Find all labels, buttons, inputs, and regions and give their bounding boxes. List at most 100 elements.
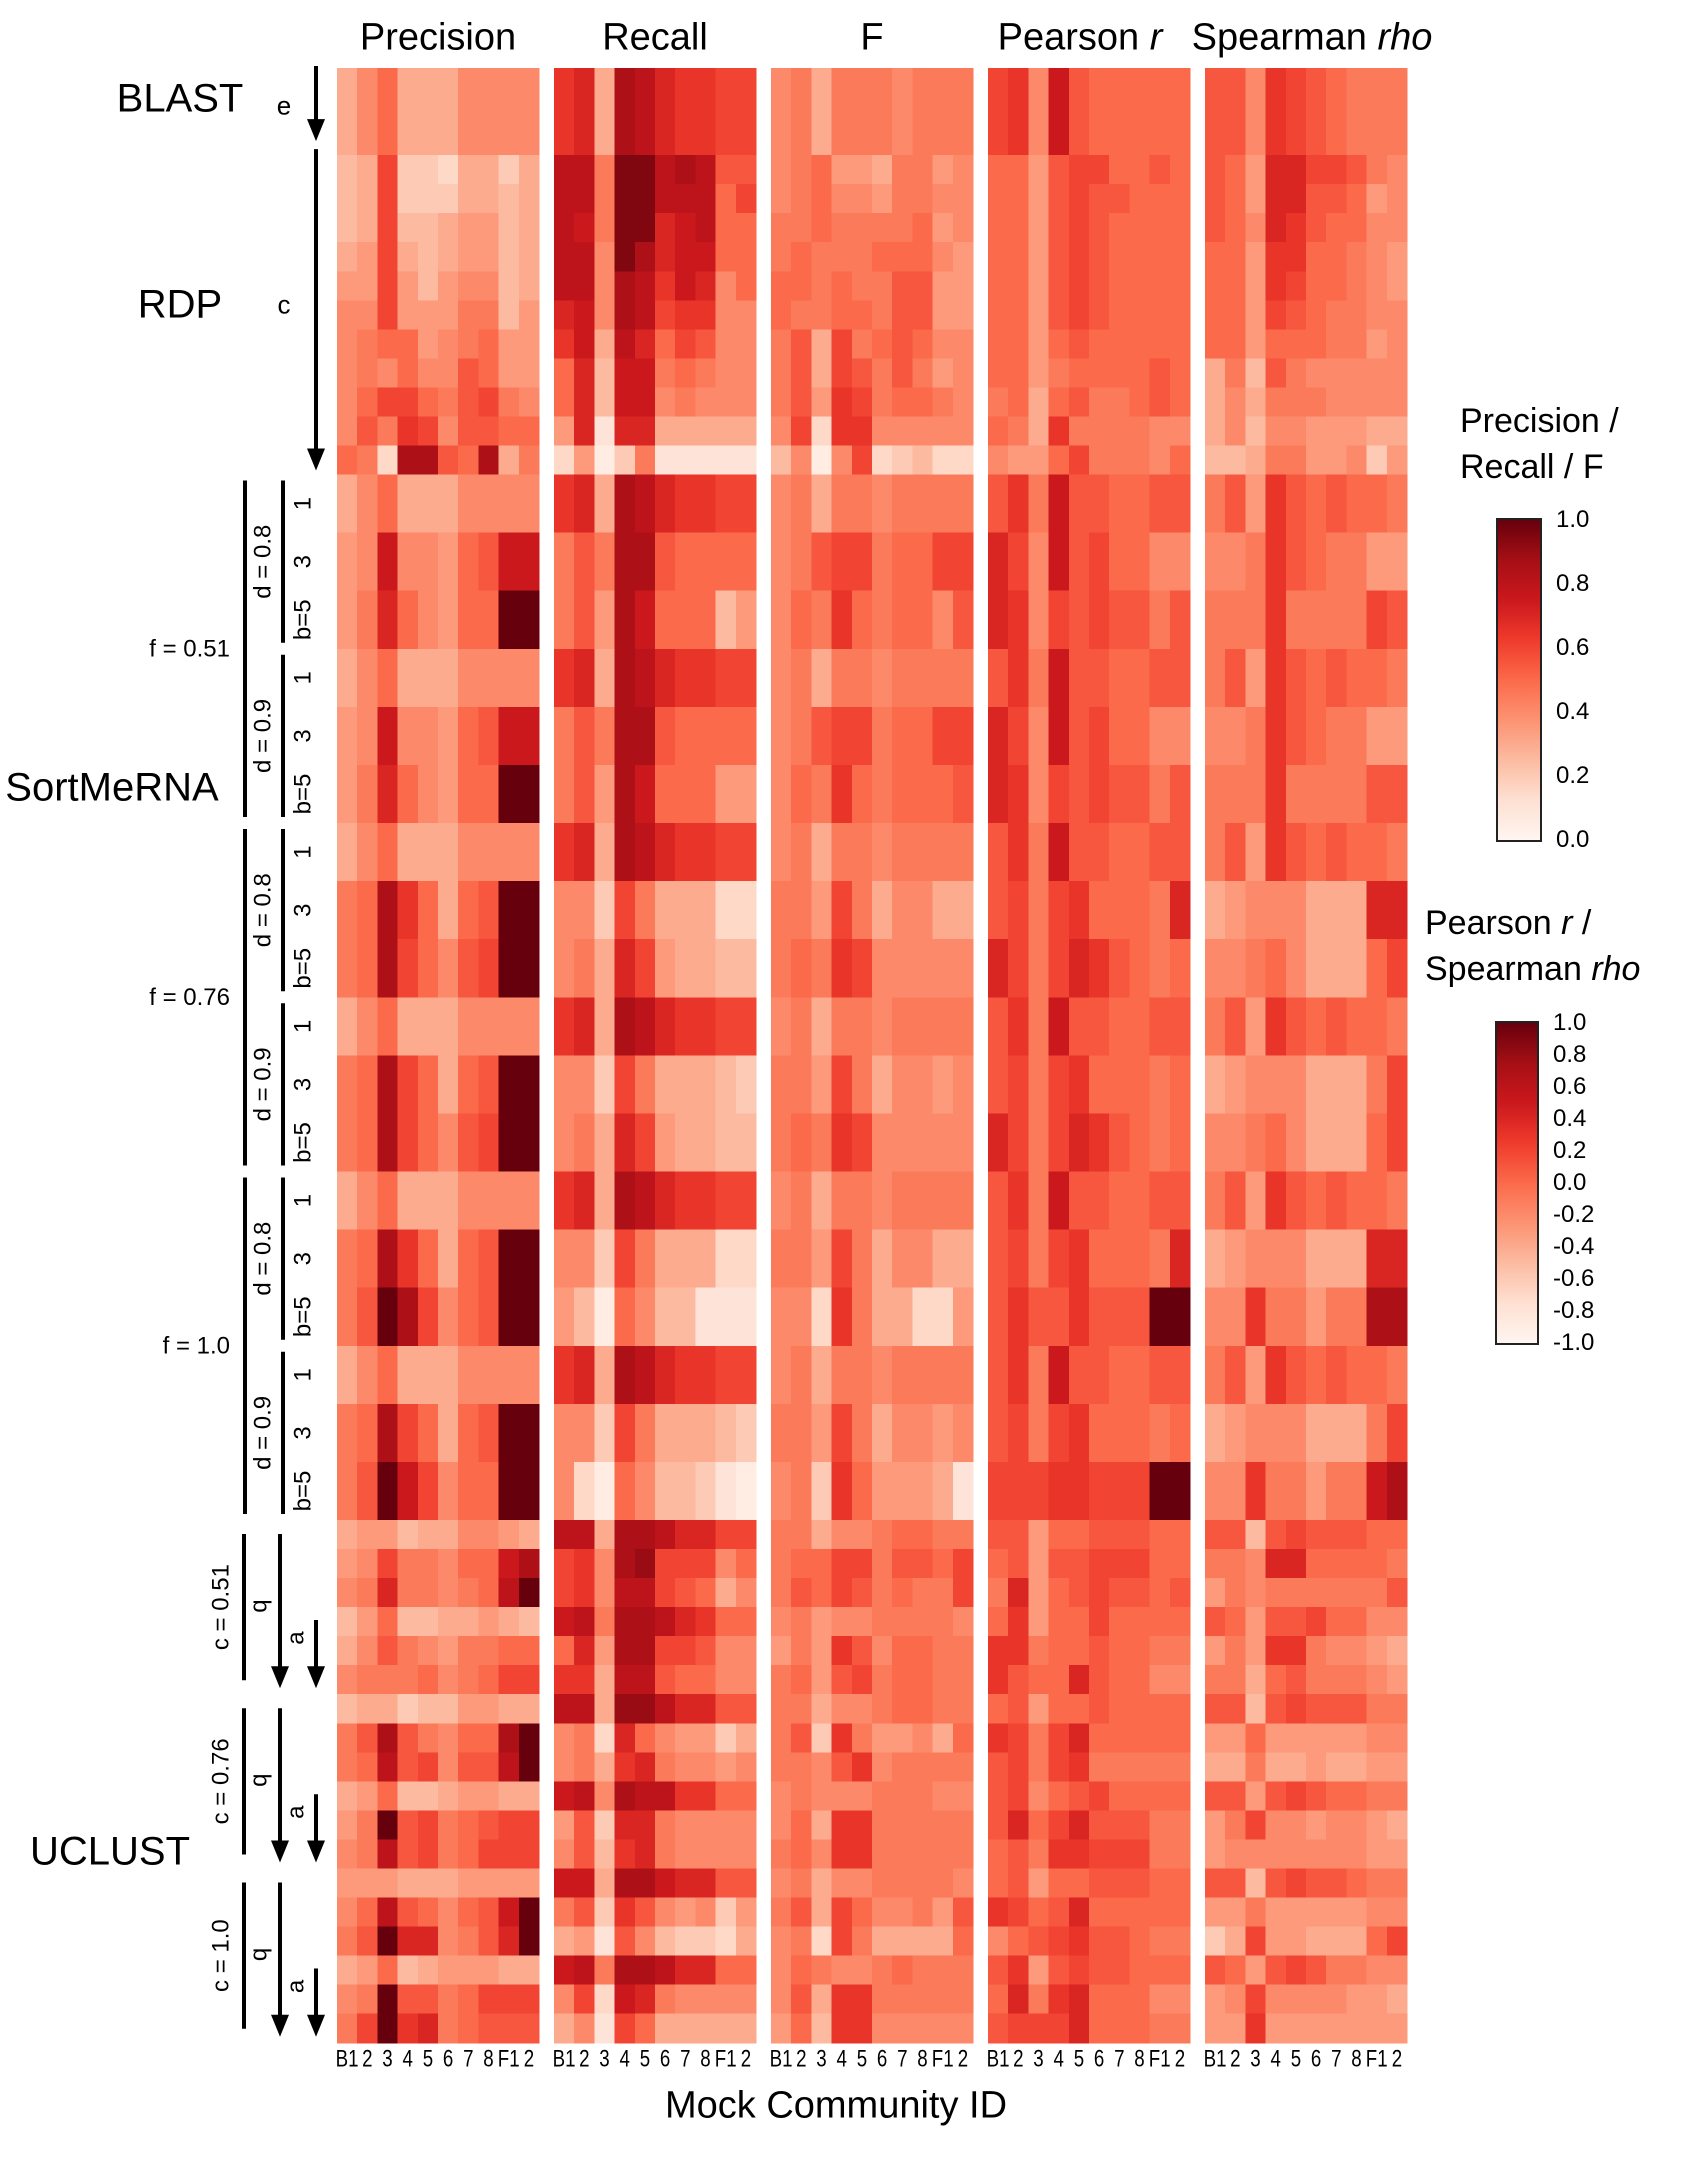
heatmap-cell xyxy=(397,823,419,882)
heatmap-cell xyxy=(554,1055,575,1115)
heatmap-cell xyxy=(498,2013,520,2044)
heatmap-cell xyxy=(791,155,812,185)
x-tick: 5 xyxy=(1291,2045,1301,2072)
heatmap-cell xyxy=(872,474,893,534)
heatmap-cell xyxy=(498,1723,520,1753)
heatmap-cells xyxy=(337,68,1408,2044)
heatmap-cell xyxy=(771,881,792,940)
heatmap-cell xyxy=(357,358,378,389)
heatmap-cell xyxy=(377,1113,399,1173)
heatmap-cell xyxy=(574,1984,595,2015)
heatmap-cell xyxy=(831,300,853,330)
heatmap-cell xyxy=(594,764,616,824)
heatmap-cell xyxy=(1028,823,1050,882)
heatmap-cell xyxy=(417,1926,439,1957)
heatmap-cell xyxy=(1245,242,1267,272)
heatmap-cell xyxy=(872,1636,893,1666)
heatmap-cell xyxy=(791,300,812,330)
heatmap-cell xyxy=(1008,97,1029,127)
heatmap-cell xyxy=(1326,68,1347,98)
heatmap-cell xyxy=(952,97,974,127)
heatmap-cell xyxy=(695,1752,717,1782)
heatmap-cell xyxy=(1225,1955,1246,1986)
heatmap-cell xyxy=(1205,1810,1226,1841)
heatmap-cell xyxy=(872,300,893,330)
heatmap-cell xyxy=(952,1229,974,1289)
heatmap-cell xyxy=(1265,706,1287,766)
heatmap-cell xyxy=(1008,387,1029,418)
heatmap-cell xyxy=(1386,1461,1408,1521)
heatmap-cell xyxy=(1225,68,1246,98)
heatmap-cell xyxy=(831,648,853,708)
heatmap-cell xyxy=(695,1665,717,1695)
heatmap-cell xyxy=(1048,300,1070,330)
heatmap-cell xyxy=(932,1897,954,1928)
heatmap-cell xyxy=(1028,300,1050,330)
heatmap-cell xyxy=(1326,213,1347,243)
heatmap-cell xyxy=(1205,358,1226,389)
heatmap-cell xyxy=(952,1984,974,2015)
heatmap-cell xyxy=(377,1723,399,1753)
heatmap-cell xyxy=(438,1229,459,1289)
heatmap-cell xyxy=(1366,590,1388,650)
heatmap-cell xyxy=(988,706,1009,766)
heatmap-cell xyxy=(1205,1955,1226,1986)
heatmap-cell xyxy=(892,97,913,127)
heatmap-cell xyxy=(771,1055,792,1115)
heatmap-cell xyxy=(811,155,833,185)
heatmap-cell xyxy=(1265,155,1287,185)
heatmap-cell xyxy=(811,1345,833,1405)
heatmap-cell xyxy=(932,1345,954,1405)
heatmap-cell xyxy=(932,590,954,650)
q-arrow-head xyxy=(271,2014,289,2037)
heatmap-cell xyxy=(1326,648,1347,708)
heatmap-cell xyxy=(811,1723,833,1753)
b-row-label: 1 xyxy=(290,1368,317,1381)
heatmap-cell xyxy=(1205,1752,1226,1782)
heatmap-cell xyxy=(1306,1461,1327,1521)
heatmap-cell xyxy=(397,1897,419,1928)
heatmap-cell xyxy=(912,1403,934,1463)
heatmap-cell xyxy=(1326,1897,1347,1928)
heatmap-cell xyxy=(1205,416,1226,447)
heatmap-cell xyxy=(1048,1171,1070,1231)
heatmap-cell xyxy=(988,1694,1009,1724)
heatmap-cell xyxy=(1225,881,1246,940)
b-row-label: b=5 xyxy=(290,599,317,640)
heatmap-cell xyxy=(675,2013,696,2044)
heatmap-cell xyxy=(675,242,696,272)
heatmap-cell xyxy=(831,997,853,1056)
heatmap-cell xyxy=(771,706,792,766)
heatmap-cell xyxy=(478,242,500,272)
x-tick-label: 6 xyxy=(877,2045,887,2072)
heatmap-cell xyxy=(1285,1781,1307,1811)
heatmap-cell xyxy=(872,126,893,156)
heatmap-cell xyxy=(675,1287,696,1347)
heatmap-cell xyxy=(357,881,378,940)
heatmap-cell xyxy=(498,1461,520,1521)
title-text: Recall xyxy=(602,16,708,59)
heatmap-cell xyxy=(594,213,616,243)
heatmap-cell xyxy=(932,329,954,359)
heatmap-cell xyxy=(1068,213,1090,243)
heatmap-cell xyxy=(1205,1723,1226,1753)
heatmap-cell xyxy=(932,532,954,592)
heatmap-cell xyxy=(518,648,540,708)
heatmap-cell xyxy=(1028,184,1050,214)
heatmap-cell xyxy=(1129,1781,1151,1811)
heatmap-cell xyxy=(614,1897,636,1928)
heatmap-cell xyxy=(377,764,399,824)
panel-title-precision: Precision xyxy=(360,17,516,60)
heatmap-cell xyxy=(675,881,696,940)
heatmap-cell xyxy=(1149,213,1171,243)
heatmap-cell xyxy=(614,1810,636,1841)
heatmap-cell xyxy=(1149,1345,1171,1405)
heatmap-cell xyxy=(735,1984,757,2015)
heatmap-cell xyxy=(614,126,636,156)
heatmap-cell xyxy=(1008,1868,1029,1899)
heatmap-cell xyxy=(831,823,853,882)
heatmap-cell xyxy=(634,271,656,301)
heatmap-cell xyxy=(417,213,439,243)
heatmap-cell xyxy=(912,387,934,418)
x-tick: 2 xyxy=(796,2045,806,2072)
